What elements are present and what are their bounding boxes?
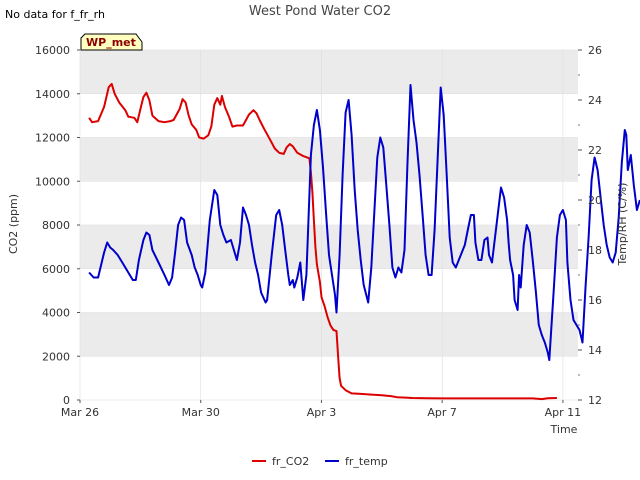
site-badge-box	[80, 33, 143, 51]
y-right-tick-label: 14	[588, 344, 602, 357]
y-axis-right-label: Temp/RH (C/%)	[616, 183, 629, 267]
axes: 0 2000 4000 6000 8000 10000 12000 14000 16000 12 1…	[35, 44, 602, 419]
y-axis-left-label: CO2 (ppm)	[7, 194, 20, 254]
y-left-tick-label: 0	[63, 394, 70, 407]
site-badge: WP_met	[80, 33, 143, 51]
legend-label-temp: fr_temp	[345, 455, 388, 468]
y-left-tick-label: 4000	[42, 307, 70, 320]
legend-label-co2: fr_CO2	[272, 455, 309, 468]
series-line-fr-temp	[88, 84, 640, 361]
y-left-tick-label: 2000	[42, 350, 70, 363]
y-left-tick-label: 8000	[42, 219, 70, 232]
grid-band	[80, 137, 578, 182]
grid-band	[80, 50, 578, 94]
grid-bands	[80, 50, 578, 357]
no-data-note: No data for f_fr_rh	[5, 8, 105, 21]
y-right-tick-label: 24	[588, 94, 602, 107]
y-right-tick-label: 26	[588, 44, 602, 57]
y-left-tick-label: 10000	[35, 175, 70, 188]
y-left-tick-label: 6000	[42, 263, 70, 276]
x-tick-label: Mar 26	[61, 406, 99, 419]
series-lines	[88, 82, 640, 401]
series-line-fr-CO2	[88, 82, 557, 401]
y-left-tick-label: 14000	[35, 88, 70, 101]
x-axis-label: Time	[550, 423, 578, 436]
site-badge-label: WP_met	[86, 36, 136, 49]
x-tick-label: Apr 11	[545, 406, 582, 419]
x-tick-label: Apr 3	[307, 406, 337, 419]
y-right-tick-label: 12	[588, 394, 602, 407]
y-left-tick-label: 16000	[35, 44, 70, 57]
x-tick-label: Mar 30	[182, 406, 220, 419]
chart-title: West Pond Water CO2	[249, 4, 391, 19]
y-right-tick-label: 22	[588, 144, 602, 157]
legend: fr_CO2 fr_temp	[252, 455, 388, 468]
y-left-tick-label: 12000	[35, 132, 70, 145]
y-right-tick-label: 18	[588, 244, 602, 257]
x-tick-label: Apr 7	[427, 406, 457, 419]
y-right-tick-label: 16	[588, 294, 602, 307]
y-right-tick-label: 20	[588, 194, 602, 207]
